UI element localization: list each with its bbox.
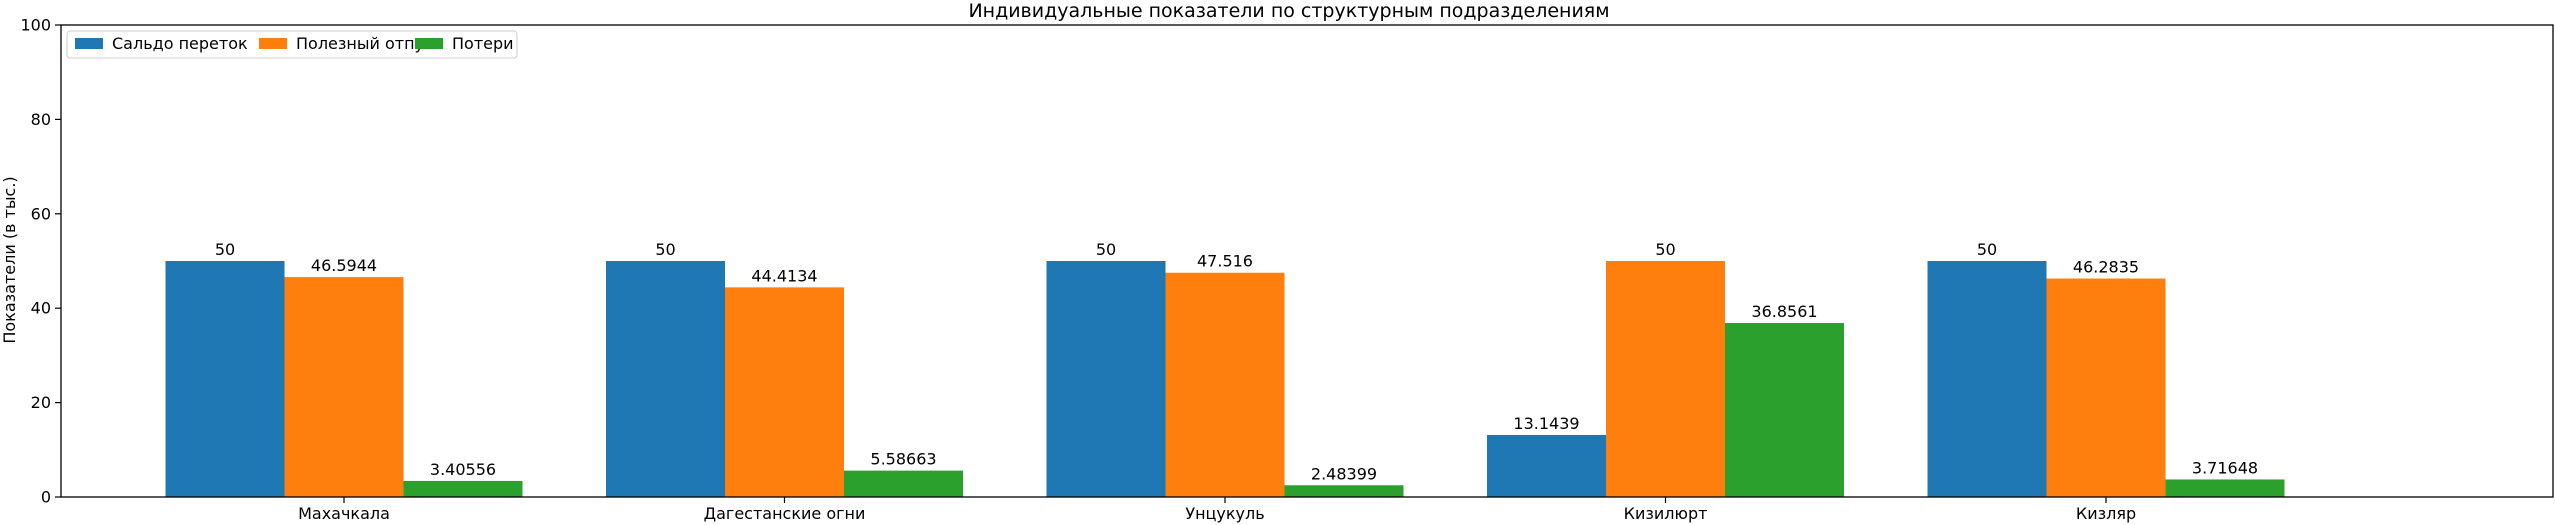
bar-value-label: 50: [1096, 240, 1116, 259]
bar-value-label: 13.1439: [1513, 414, 1579, 433]
legend-label: Полезный отпуск: [296, 34, 443, 53]
legend-label: Сальдо переток: [112, 34, 248, 53]
bar: [1725, 323, 1844, 497]
bar-value-label: 50: [1655, 240, 1675, 259]
bar: [2165, 479, 2285, 497]
x-tick-label: Кизилюрт: [1624, 504, 1708, 523]
bar-value-label: 3.40556: [430, 460, 496, 479]
bar: [844, 470, 963, 497]
x-tick-label: Унцукуль: [1185, 504, 1264, 523]
bar: [1487, 434, 1606, 497]
legend-swatch: [75, 38, 103, 49]
bar-value-label: 44.4134: [751, 266, 817, 285]
y-tick-label: 80: [31, 110, 51, 129]
y-axis: 0 20 40 60 80 100: [20, 16, 61, 507]
bar: [725, 287, 844, 497]
x-tick-label: Кизляр: [2076, 504, 2136, 523]
legend-label: Потери: [452, 34, 514, 53]
plot-frame: [60, 24, 2554, 498]
y-tick-label: 100: [20, 16, 51, 35]
bar-value-label: 50: [655, 240, 675, 259]
bar: [1927, 261, 2047, 497]
bar: [165, 261, 285, 497]
bar: [403, 480, 523, 497]
bar-value-label: 50: [215, 240, 235, 259]
bar: [2046, 278, 2166, 497]
bar-value-label: 3.71648: [2192, 458, 2258, 477]
y-tick-label: 60: [31, 204, 51, 223]
x-axis: Махачкала Дагестанские огни Унцукуль Кизилю…: [298, 497, 2136, 523]
x-tick-label: Дагестанские огни: [704, 504, 866, 523]
bar-value-label: 5.58663: [870, 450, 936, 469]
bar-value-label: 36.8561: [1751, 302, 1817, 321]
bar: [1284, 485, 1404, 497]
legend-box: [66, 30, 518, 59]
bars: [165, 261, 2285, 497]
y-tick-label: 0: [41, 488, 51, 507]
x-tick-label: Махачкала: [298, 504, 390, 523]
bar-value-label: 47.516: [1197, 252, 1253, 271]
bar: [1165, 272, 1285, 497]
bar-value-label: 46.5944: [311, 256, 377, 275]
bar-value-label: 46.2835: [2073, 258, 2139, 277]
bar-value-label: 2.48399: [1311, 464, 1377, 483]
legend-swatch: [415, 38, 443, 49]
bar: [1606, 261, 1725, 497]
legend-swatch: [259, 38, 287, 49]
bar-value-label: 50: [1977, 240, 1997, 259]
y-axis-title: Показатели (в тыс.): [0, 176, 19, 343]
bar-labels: 50 46.5944 3.40556 50 44.4134 5.58663 50 47.516…: [215, 240, 2258, 483]
y-tick-label: 40: [31, 299, 51, 318]
legend: Сальдо переток Полезный отпуск Потери: [66, 30, 518, 59]
chart-title: Индивидуальные показатели по структурным…: [968, 0, 1609, 22]
y-tick-label: 20: [31, 393, 51, 412]
bar: [1046, 261, 1166, 497]
bar: [284, 277, 404, 497]
bar: [606, 261, 725, 497]
